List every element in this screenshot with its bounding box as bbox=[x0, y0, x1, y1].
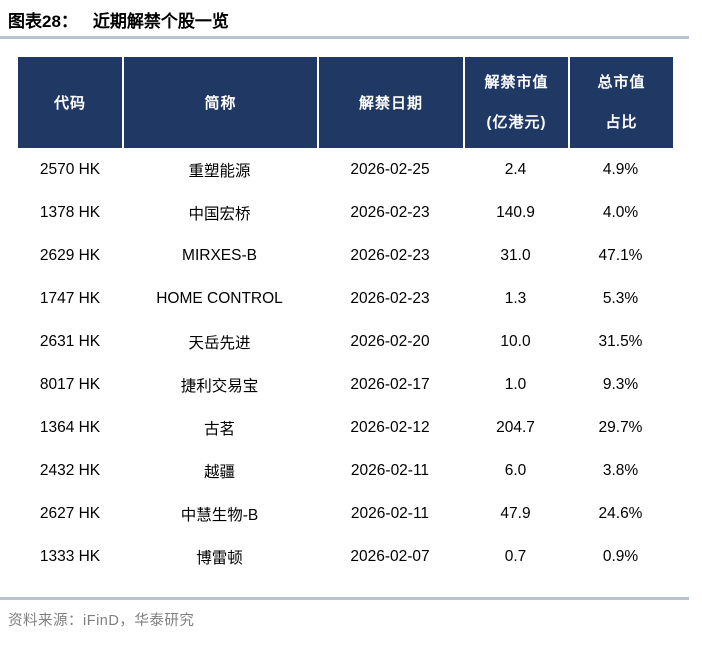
header-code: 代码 bbox=[53, 95, 86, 112]
figure-title: 图表28： 近期解禁个股一览 bbox=[8, 7, 229, 32]
cell-name: HOME CONTROL bbox=[156, 289, 283, 307]
cell-name: 重塑能源 bbox=[188, 162, 251, 180]
cell-ratio: 29.7% bbox=[598, 418, 643, 436]
cell-name: 中国宏桥 bbox=[188, 205, 251, 223]
cell-date: 2026-02-11 bbox=[350, 504, 430, 522]
header-unlock-value: 解禁市值 (亿港元) bbox=[463, 57, 568, 148]
cell-date: 2026-02-11 bbox=[350, 461, 430, 479]
cell-value: 204.7 bbox=[496, 418, 535, 436]
cell-ratio: 31.5% bbox=[598, 332, 643, 350]
cell-date: 2026-02-12 bbox=[350, 418, 430, 436]
table-row: 2570 HK 重塑能源 2026-02-25 2.4 4.9% bbox=[18, 148, 673, 191]
cell-code: 2629 HK bbox=[39, 246, 101, 264]
cell-date: 2026-02-23 bbox=[350, 203, 430, 221]
cell-value: 0.7 bbox=[504, 547, 527, 565]
cell-ratio: 24.6% bbox=[598, 504, 643, 522]
header-ratio-line1: 总市值 bbox=[597, 73, 646, 91]
cell-value: 2.4 bbox=[504, 160, 527, 178]
unlock-stocks-table: 代码 简称 解禁日期 解禁市值 (亿港元) 总市值 占比 2570 HK 重塑能… bbox=[18, 57, 673, 578]
cell-code: 1378 HK bbox=[39, 203, 101, 221]
header-unlock-value-line1: 解禁市值 bbox=[484, 73, 549, 91]
table-row: 1364 HK 古茗 2026-02-12 204.7 29.7% bbox=[18, 406, 673, 449]
cell-name: 捷利交易宝 bbox=[180, 377, 259, 395]
cell-date: 2026-02-17 bbox=[350, 375, 430, 393]
cell-code: 2631 HK bbox=[39, 332, 101, 350]
header-ratio-line2: 占比 bbox=[605, 113, 638, 131]
figure-label: 图表28： bbox=[8, 12, 78, 31]
source-note: 资料来源：iFinD，华泰研究 bbox=[8, 613, 195, 629]
cell-value: 10.0 bbox=[500, 332, 531, 350]
cell-date: 2026-02-23 bbox=[350, 289, 430, 307]
cell-ratio: 4.9% bbox=[602, 160, 639, 178]
cell-value: 31.0 bbox=[500, 246, 531, 264]
cell-code: 2627 HK bbox=[39, 504, 101, 522]
table-row: 8017 HK 捷利交易宝 2026-02-17 1.0 9.3% bbox=[18, 363, 673, 406]
footer-divider-rule bbox=[0, 597, 689, 600]
cell-code: 1747 HK bbox=[39, 289, 101, 307]
table-row: 2432 HK 越疆 2026-02-11 6.0 3.8% bbox=[18, 449, 673, 492]
cell-ratio: 4.0% bbox=[602, 203, 639, 221]
cell-code: 1364 HK bbox=[39, 418, 101, 436]
cell-value: 1.3 bbox=[504, 289, 527, 307]
cell-name: 博雷顿 bbox=[196, 549, 243, 567]
header-unlock-date: 解禁日期 bbox=[317, 57, 463, 148]
cell-name: 越疆 bbox=[203, 463, 235, 481]
cell-name: 中慧生物-B bbox=[180, 506, 259, 524]
cell-value: 47.9 bbox=[500, 504, 531, 522]
table-row: 2629 HK MIRXES-B 2026-02-23 31.0 47.1% bbox=[18, 234, 673, 277]
cell-name: MIRXES-B bbox=[182, 246, 257, 264]
cell-code: 8017 HK bbox=[39, 375, 101, 393]
header-name: 简称 bbox=[122, 57, 317, 148]
cell-ratio: 3.8% bbox=[602, 461, 639, 479]
cell-date: 2026-02-07 bbox=[350, 547, 430, 565]
table-row: 1378 HK 中国宏桥 2026-02-23 140.9 4.0% bbox=[18, 191, 673, 234]
title-divider-rule bbox=[0, 36, 689, 39]
cell-name: 古茗 bbox=[203, 420, 235, 438]
cell-date: 2026-02-25 bbox=[350, 160, 430, 178]
header-unlock-value-line2: (亿港元) bbox=[486, 113, 547, 131]
table-row: 1747 HK HOME CONTROL 2026-02-23 1.3 5.3% bbox=[18, 277, 673, 320]
cell-ratio: 5.3% bbox=[602, 289, 639, 307]
cell-value: 140.9 bbox=[496, 203, 535, 221]
figure-title-text: 近期解禁个股一览 bbox=[92, 12, 229, 31]
cell-code: 2570 HK bbox=[39, 160, 101, 178]
cell-value: 1.0 bbox=[504, 375, 527, 393]
cell-ratio: 0.9% bbox=[602, 547, 639, 565]
table-row: 2631 HK 天岳先进 2026-02-20 10.0 31.5% bbox=[18, 320, 673, 363]
table-row: 2627 HK 中慧生物-B 2026-02-11 47.9 24.6% bbox=[18, 492, 673, 535]
cell-code: 1333 HK bbox=[39, 547, 101, 565]
cell-name: 天岳先进 bbox=[188, 334, 251, 352]
cell-code: 2432 HK bbox=[39, 461, 101, 479]
cell-date: 2026-02-23 bbox=[350, 246, 430, 264]
cell-ratio: 9.3% bbox=[602, 375, 639, 393]
header-ratio: 总市值 占比 bbox=[568, 57, 673, 148]
cell-date: 2026-02-20 bbox=[350, 332, 430, 350]
cell-ratio: 47.1% bbox=[598, 246, 643, 264]
table-row: 1333 HK 博雷顿 2026-02-07 0.7 0.9% bbox=[18, 535, 673, 578]
cell-value: 6.0 bbox=[504, 461, 527, 479]
table-header-row: 代码 简称 解禁日期 解禁市值 (亿港元) 总市值 占比 bbox=[18, 57, 673, 148]
